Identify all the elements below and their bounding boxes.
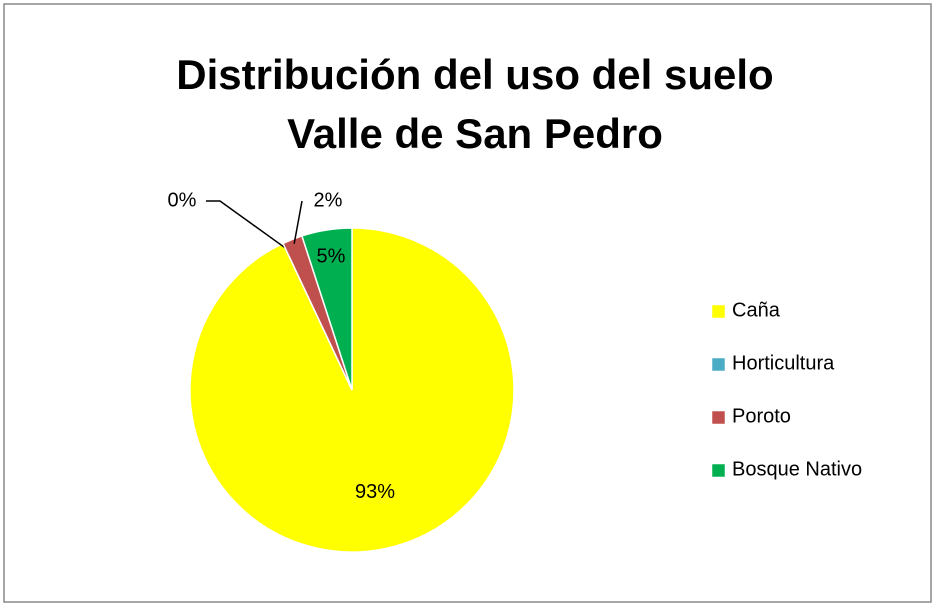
chart-title: Distribución del uso del suelo — [176, 51, 773, 98]
data-label: 93% — [355, 481, 395, 503]
legend-swatch — [711, 304, 726, 319]
data-label: 2% — [314, 189, 343, 211]
data-label: 0% — [168, 189, 197, 211]
legend-label: Horticultura — [732, 352, 835, 374]
data-label: 5% — [317, 245, 346, 267]
legend-label: Bosque Nativo — [732, 458, 862, 480]
chart-title: Valle de San Pedro — [287, 110, 663, 157]
legend-swatch — [711, 410, 726, 425]
legend-label: Caña — [732, 299, 781, 321]
pie-slice — [300, 227, 353, 391]
legend-swatch — [711, 357, 726, 372]
leader-line — [293, 200, 303, 245]
legend-swatch — [711, 463, 726, 478]
leader-line — [206, 200, 286, 249]
legend-label: Poroto — [732, 405, 791, 427]
